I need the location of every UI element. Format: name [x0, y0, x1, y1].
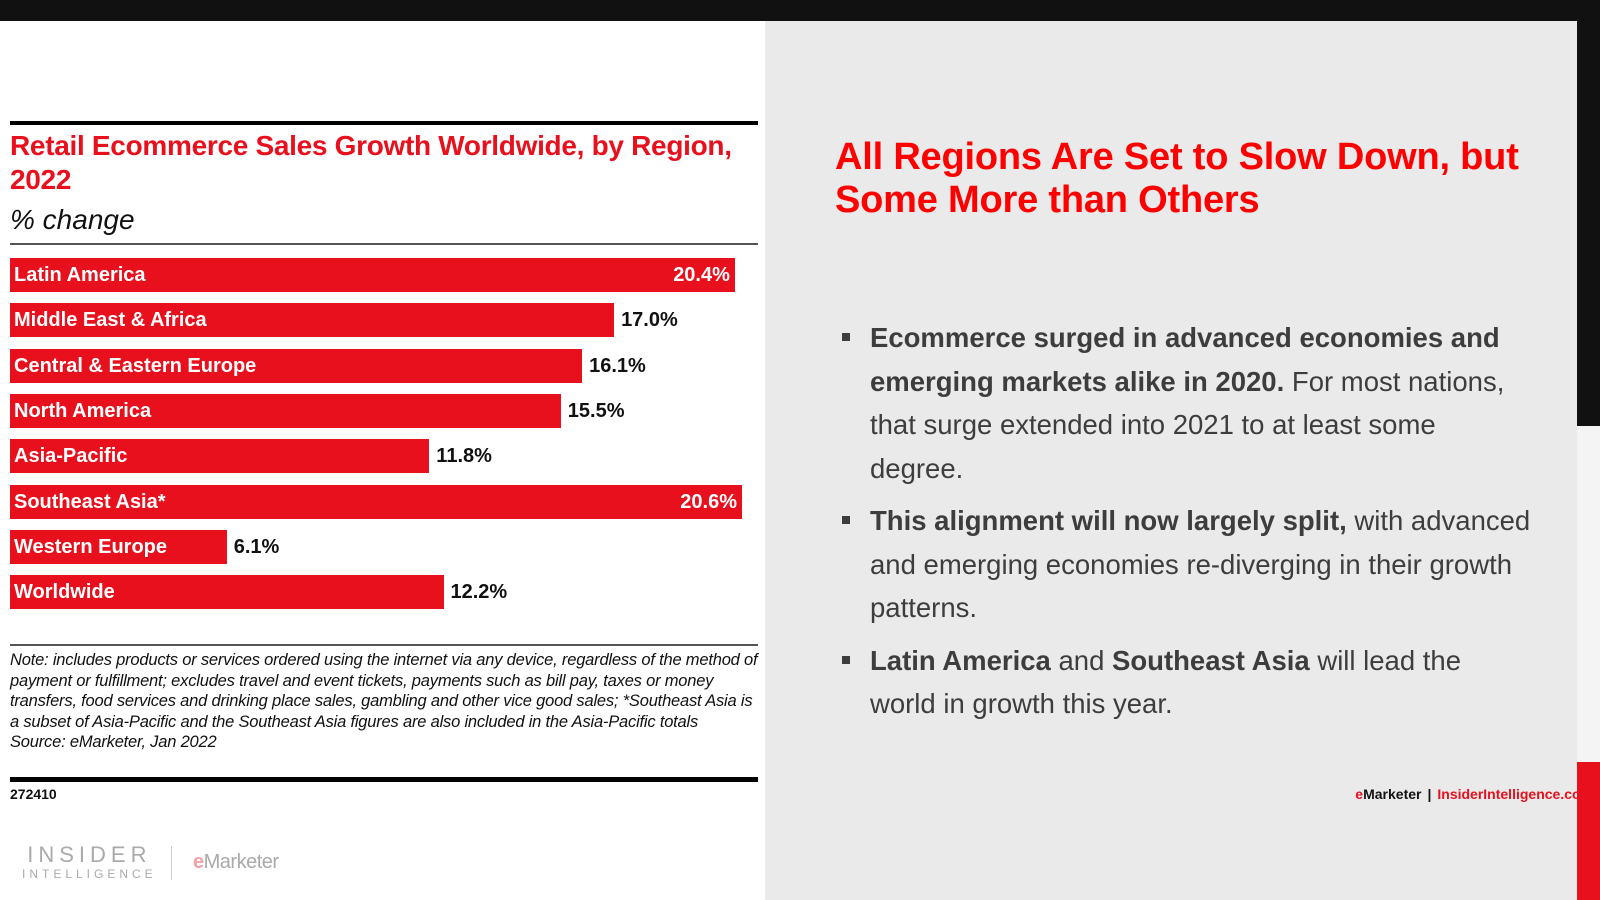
edge-strip-light: [1577, 426, 1600, 762]
slide-text-panel: [765, 21, 1577, 900]
bar-category-label: Southeast Asia*: [14, 490, 166, 513]
bullet-text: with advanced and emerging economies re-…: [870, 505, 1531, 623]
chart-note-text: Note: includes products or services orde…: [10, 651, 758, 731]
bar-category-label: Central & Eastern Europe: [14, 354, 257, 377]
insider-logo-line2: INTELLIGENCE: [22, 867, 157, 881]
bullet-text: will lead the world in growth this year.: [870, 644, 1462, 720]
bullet-bold: Ecommerce surged in advanced economies a…: [870, 322, 1500, 397]
bar: [10, 575, 444, 610]
slide-title: All Regions Are Set to Slow Down, but So…: [835, 136, 1519, 221]
chart-header-rule: [10, 243, 758, 245]
chart-top-rule: [10, 121, 758, 125]
bar: [10, 258, 735, 292]
credit-separator: |: [1427, 786, 1432, 802]
bullet-item: Latin America and Southeast Asia will le…: [842, 639, 1532, 726]
insider-logo-line1: INSIDER: [27, 842, 152, 867]
bar: [10, 303, 615, 338]
square-bullet-icon: [842, 333, 850, 341]
bar: [10, 484, 742, 519]
bar-category-label: Worldwide: [14, 581, 115, 604]
bullet-bold: This alignment will now largely split,: [870, 505, 1347, 536]
bullet-item: Ecommerce surged in advanced economies a…: [842, 316, 1532, 490]
bullet-bold: Southeast Asia: [1112, 644, 1310, 676]
chart-credit: eMarketer | InsiderIntelligence.com: [1355, 786, 1593, 802]
credit-brand: Marketer: [1363, 786, 1422, 802]
bar-value-label: 11.8%: [436, 445, 492, 468]
chart-subtitle: % change: [10, 204, 135, 235]
chart-source: Source: eMarketer, Jan 2022: [10, 733, 217, 752]
bullet-item: This alignment will now largely split, w…: [842, 499, 1532, 630]
bar-category-label: Middle East & Africa: [14, 309, 207, 332]
bar-value-label: 16.1%: [589, 354, 646, 377]
credit-site-link[interactable]: InsiderIntelligence.com: [1437, 786, 1593, 802]
top-bar: [0, 0, 1600, 21]
bar-category-label: Asia-Pacific: [14, 445, 128, 468]
credit-brand-prefix: e: [1355, 786, 1364, 802]
bullet-list: Ecommerce surged in advanced economies a…: [842, 316, 1532, 735]
bullet-text: and: [1050, 644, 1113, 676]
bar: [10, 439, 430, 474]
bullet-text: For most nations, that surge extended in…: [870, 365, 1505, 484]
bar-value-label: 17.0%: [621, 309, 678, 332]
bar-category-label: North America: [14, 399, 152, 422]
bar-value-label: 15.5%: [567, 399, 625, 422]
chart-bottom-rule: [10, 777, 758, 782]
logo-divider: [171, 846, 172, 880]
bar-value-label: 20.6%: [680, 490, 737, 513]
bar-category-label: Latin America: [14, 264, 146, 286]
bar-chart: Latin America 20.4% Middle East & Africa 17…: [0, 0, 765, 900]
bar-category-label: Western Europe: [14, 535, 167, 558]
chart-note: Note: includes products or services orde…: [10, 650, 762, 753]
emarketer-logo-rest: Marketer: [203, 851, 279, 873]
edge-strip-dark: [1577, 21, 1600, 426]
chart-title: Retail Ecommerce Sales Growth Worldwide,…: [10, 130, 732, 195]
emarketer-logo: eMarketer: [193, 851, 279, 874]
bar-value-label: 20.4%: [673, 264, 730, 286]
bar: [10, 529, 227, 564]
emarketer-logo-prefix: e: [193, 851, 204, 873]
bullet-bold: Latin America: [870, 644, 1051, 676]
bar-value-label: 12.2%: [450, 581, 508, 604]
edge-strip-red: [1577, 762, 1600, 900]
chart-id: 272410: [10, 786, 57, 802]
bar: [10, 393, 561, 428]
insider-intelligence-logo: INSIDER INTELLIGENCE: [22, 844, 157, 882]
chart-note-rule: [10, 644, 758, 646]
square-bullet-icon: [842, 516, 850, 524]
bar-value-label: 6.1%: [233, 535, 280, 558]
square-bullet-icon: [842, 655, 850, 664]
bar: [10, 348, 583, 383]
